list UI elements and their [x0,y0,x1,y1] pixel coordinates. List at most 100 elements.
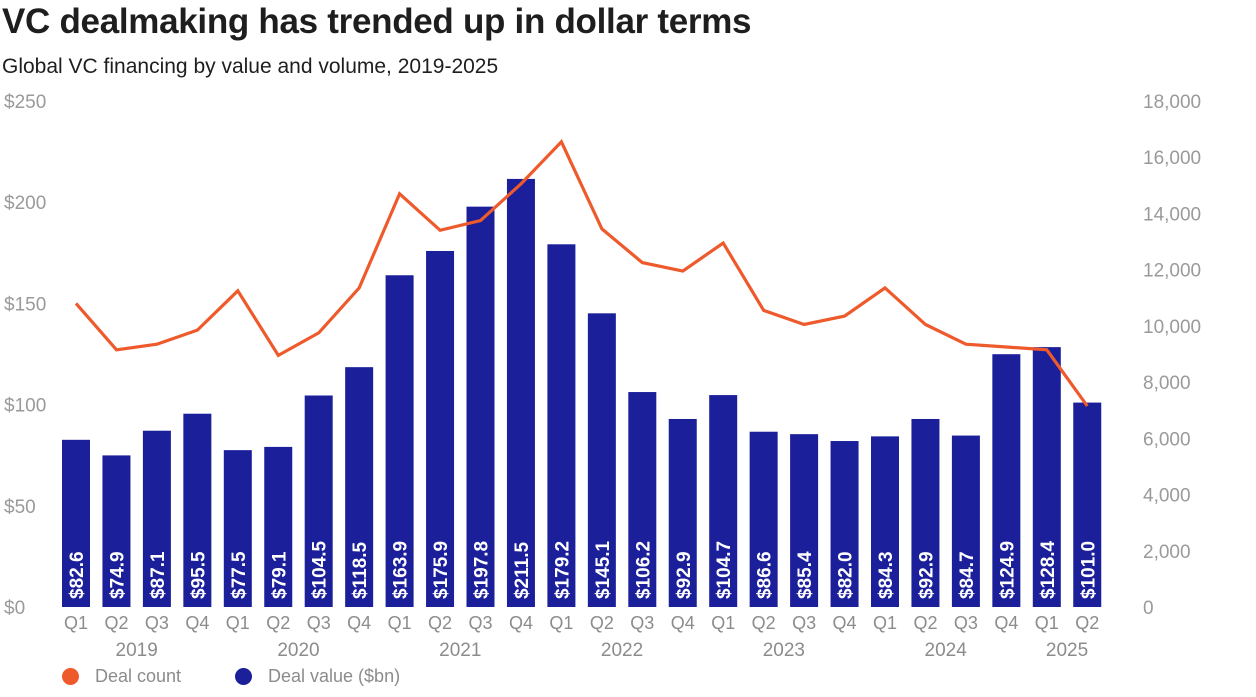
x-tick-label: Q4 [671,613,695,633]
x-tick-label: Q1 [226,613,250,633]
chart-subtitle: Global VC financing by value and volume,… [2,55,499,78]
x-tick-label: Q2 [104,613,128,633]
bar-value-label: $118.5 [350,542,371,599]
x-tick-label: Q1 [388,613,412,633]
bar [709,395,738,607]
bar-value-label: $104.5 [310,540,331,599]
bar-value-label: $145.1 [593,540,614,599]
y-right-tick-label: 18,000 [1143,92,1201,113]
y-right-tick-label: 0 [1143,598,1154,619]
deal-count-line [74,139,1089,407]
x-year-label: 2021 [439,640,481,661]
bar [62,439,90,607]
bar [223,450,252,607]
y-right-tick-label: 14,000 [1143,204,1201,225]
bar-value-label: $84.7 [957,551,978,599]
x-tick-label: Q1 [711,613,735,633]
legend-dot-deal-count [62,668,79,685]
x-tick-label: Q3 [792,613,816,633]
deal-count-series [74,139,1089,407]
legend-label-deal-value: Deal value ($bn) [268,666,401,686]
bar-value-label: $86.6 [755,551,776,599]
bar [264,446,293,607]
bar [426,250,455,607]
bar-value-labels: $82.6 $74.9 $87.1 $95.5 $77.5 $79.1 $104.5 $118… [67,540,1099,599]
x-tick-label: Q1 [1035,613,1059,633]
x-year-label: 2020 [277,640,319,661]
bar-value-label: $87.1 [148,551,169,599]
x-tick-label: Q3 [468,613,492,633]
x-tick-label: Q1 [64,613,88,633]
y-left-tick-label: $250 [4,92,46,113]
bar [951,435,980,607]
x-tick-label: Q2 [428,613,452,633]
bar-value-label: $101.0 [1078,541,1099,599]
x-tick-label: Q4 [994,613,1018,633]
x-tick-label: Q2 [752,613,776,633]
y-left-tick-label: $150 [4,294,46,315]
x-tick-label: Q2 [266,613,290,633]
y-left-tick-label: $50 [4,497,36,518]
bar [102,455,131,607]
x-year-label: 2023 [763,640,805,661]
bar [304,395,333,607]
x-tick-label: Q1 [549,613,573,633]
x-tick-label: Q2 [590,613,614,633]
bar-value-label: $211.5 [512,542,533,599]
x-tick-label: Q3 [145,613,169,633]
y-left-tick-label: $100 [4,396,46,417]
bar [911,418,940,607]
x-tick-label: Q3 [630,613,654,633]
bar-value-label: $74.9 [107,551,128,599]
bar-value-label: $124.9 [997,541,1018,599]
bar-value-label: $179.2 [552,541,573,599]
bar [1032,347,1061,607]
bar [790,434,819,607]
legend-item-deal-value: Deal value ($bn) [235,666,400,687]
y-right-tick-label: 2,000 [1143,542,1191,563]
bar [385,275,414,607]
bar-value-label: $92.9 [674,551,695,599]
bar [628,392,657,607]
bar [142,430,171,607]
x-year-label: 2025 [1046,640,1088,661]
x-year-label: 2024 [925,640,968,661]
bar-value-label: $82.6 [67,551,88,599]
x-tick-label: Q2 [913,613,937,633]
y-right-tick-label: 8,000 [1143,373,1191,394]
bar [668,418,697,607]
bar-value-label: $84.3 [876,551,897,599]
y-left-tick-label: $0 [4,598,25,619]
bar-value-label: $92.9 [916,551,937,599]
bar [466,206,495,607]
bar [547,244,576,607]
bar-value-label: $175.9 [431,541,452,599]
bar-series [62,178,1102,607]
bar-value-label: $106.2 [633,541,654,599]
legend-label-deal-count: Deal count [95,666,182,686]
bar [749,431,778,607]
y-axis-right: 0 2,000 4,000 6,000 8,000 10,000 12,000 14,000 1… [1143,92,1201,619]
bar [1073,402,1102,607]
legend-dot-deal-value [235,668,252,685]
y-right-tick-label: 10,000 [1143,317,1201,338]
x-axis: Q1 Q2 Q3 Q4 Q1 Q2 Q3 Q4 Q1 Q2 Q3 Q4 Q1 Q2 Q3 Q4 Q1 Q2 Q3 Q4… [64,613,1099,661]
y-right-tick-label: 12,000 [1143,261,1201,282]
x-tick-label: Q4 [509,613,533,633]
bar [587,313,616,607]
x-year-label: 2022 [601,640,643,661]
bar [830,441,859,607]
y-right-tick-label: 16,000 [1143,148,1201,169]
bar-value-label: $163.9 [391,541,412,599]
x-tick-label: Q3 [954,613,978,633]
y-right-tick-label: 4,000 [1143,486,1191,507]
x-tick-label: Q4 [833,613,857,633]
x-tick-label: Q4 [185,613,209,633]
bar-value-label: $85.4 [795,551,816,599]
bar [183,413,212,607]
x-tick-label: Q1 [873,613,897,633]
x-tick-label: Q4 [347,613,371,633]
x-tick-label: Q3 [307,613,331,633]
bar-value-label: $197.8 [472,541,493,599]
